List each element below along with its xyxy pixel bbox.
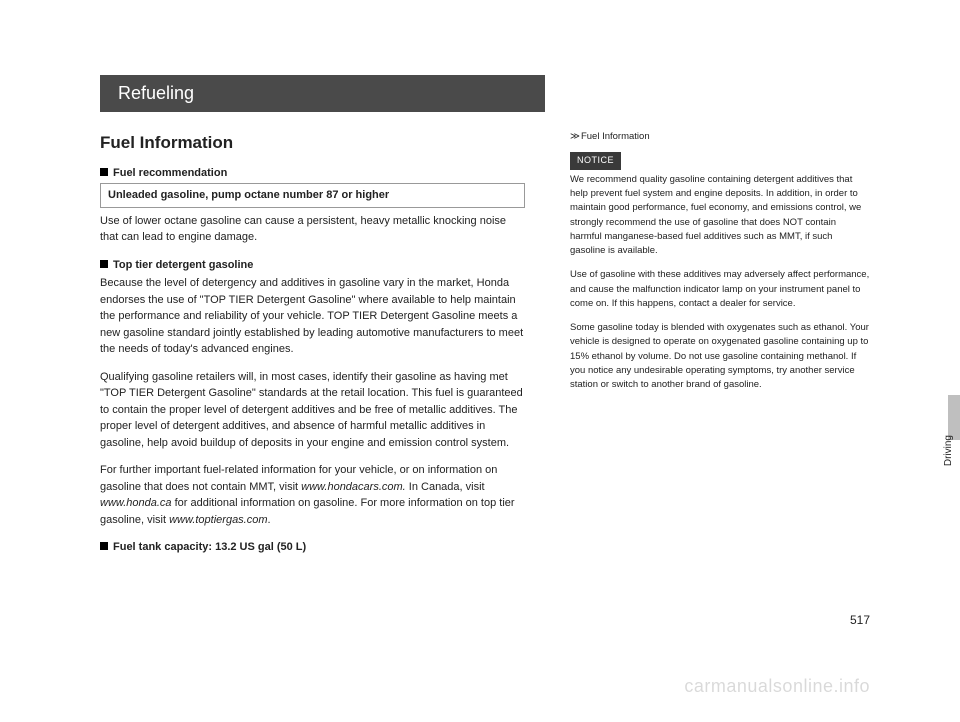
fuel-rec-body: Use of lower octane gasoline can cause a… [100, 213, 525, 246]
top-tier-heading: Top tier detergent gasoline [100, 257, 525, 274]
page-number: 517 [850, 613, 870, 627]
sidebar-heading-text: Fuel Information [581, 131, 650, 142]
url-hondaca: www.honda.ca [100, 497, 172, 509]
square-bullet-icon [100, 168, 108, 176]
sidebar-p1: We recommend quality gasoline containing… [570, 173, 870, 259]
content-columns: Fuel Information Fuel recommendation Unl… [100, 130, 870, 558]
double-chevron-icon: ≫ [570, 131, 578, 142]
section-title: Fuel Information [100, 130, 525, 156]
watermark: carmanualsonline.info [684, 676, 870, 697]
main-column: Fuel Information Fuel recommendation Unl… [100, 130, 525, 558]
url-toptiergas: www.toptiergas.com [169, 514, 267, 526]
square-bullet-icon [100, 542, 108, 550]
sidebar-column: ≫Fuel Information NOTICE We recommend qu… [570, 130, 870, 558]
notice-badge: NOTICE [570, 152, 621, 170]
sidebar-p2: Use of gasoline with these additives may… [570, 268, 870, 311]
heading-text: Top tier detergent gasoline [113, 259, 253, 271]
tank-capacity-heading: Fuel tank capacity: 13.2 US gal (50 L) [100, 539, 525, 556]
heading-text: Fuel recommendation [113, 167, 227, 179]
url-hondacars: www.hondacars.com. [301, 481, 406, 493]
section-tab [948, 395, 960, 440]
sidebar-p3: Some gasoline today is blended with oxyg… [570, 321, 870, 392]
p3-text-b: In Canada, visit [406, 481, 485, 493]
chapter-header: Refueling [100, 75, 545, 112]
heading-text: Fuel tank capacity: 13.2 US gal (50 L) [113, 541, 306, 553]
top-tier-p2: Qualifying gasoline retailers will, in m… [100, 369, 525, 452]
square-bullet-icon [100, 260, 108, 268]
fuel-spec-box: Unleaded gasoline, pump octane number 87… [100, 183, 525, 208]
fuel-recommendation-heading: Fuel recommendation [100, 165, 525, 182]
p3-text-d: . [268, 514, 271, 526]
sidebar-heading: ≫Fuel Information [570, 130, 870, 144]
top-tier-p1: Because the level of detergency and addi… [100, 275, 525, 358]
section-tab-label: Driving [943, 435, 954, 466]
manual-page: Refueling Fuel Information Fuel recommen… [0, 0, 960, 722]
top-tier-p3: For further important fuel-related infor… [100, 462, 525, 528]
